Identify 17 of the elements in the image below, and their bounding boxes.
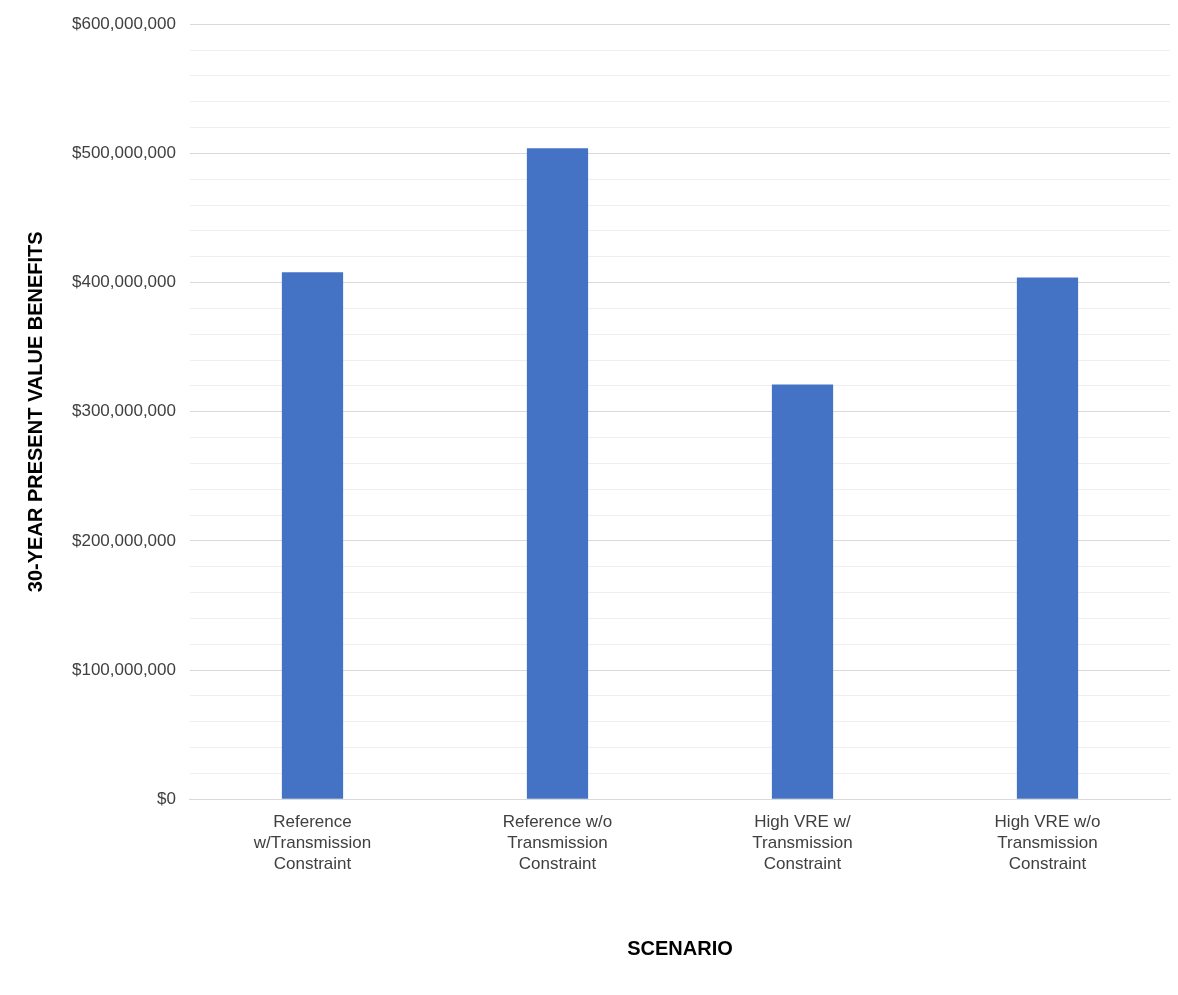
bar (526, 148, 589, 799)
y-tick-label: $500,000,000 (71, 143, 176, 163)
y-tick-label: $200,000,000 (71, 530, 176, 550)
y-axis-title: 30-YEAR PRESENT VALUE BENEFITS (23, 231, 46, 593)
y-tick-label: $400,000,000 (71, 272, 176, 292)
y-tick-label: $600,000,000 (71, 13, 176, 33)
y-tick-label: $100,000,000 (71, 659, 176, 679)
x-tick-label: Reference w/o Transmission Constraint (502, 811, 613, 874)
x-axis-title: SCENARIO (627, 936, 733, 959)
bar (771, 384, 834, 799)
y-tick-label: $300,000,000 (71, 401, 176, 421)
bar (281, 272, 344, 799)
x-tick-label: High VRE w/o Transmission Constraint (994, 811, 1101, 874)
bar (1016, 277, 1079, 799)
x-tick-label: High VRE w/ Transmission Constraint (752, 811, 853, 874)
y-tick-label: $0 (157, 788, 176, 808)
x-tick-label: Reference w/Transmission Constraint (252, 811, 372, 874)
